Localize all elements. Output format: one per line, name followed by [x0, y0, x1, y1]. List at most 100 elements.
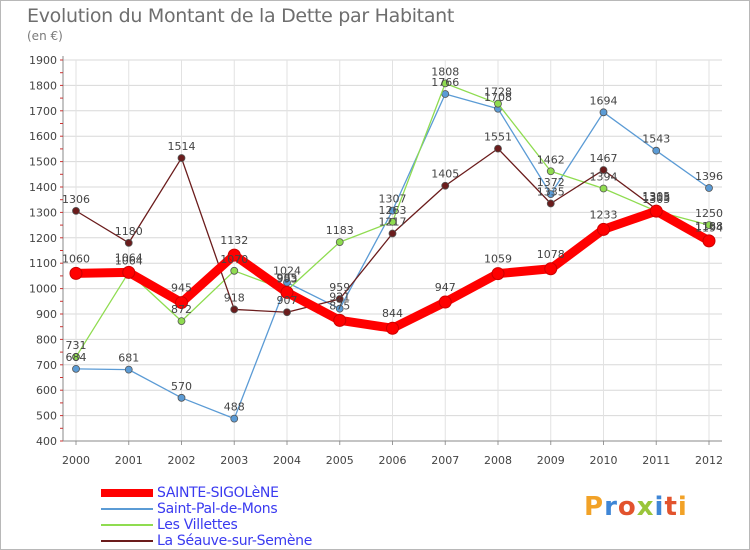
logo-letter: i: [654, 492, 665, 522]
legend-label: Les Villettes: [157, 516, 238, 533]
chart-title: Evolution du Montant de la Dette par Hab…: [27, 5, 455, 27]
data-label: 1372: [537, 176, 565, 189]
data-point: [546, 167, 555, 176]
x-tick-label: 2002: [168, 454, 196, 467]
data-point: [546, 199, 555, 208]
data-point: [72, 353, 80, 361]
data-point: [124, 365, 133, 374]
data-label: 1064: [115, 251, 143, 264]
legend-label: La Séauve-sur-Semène: [157, 532, 313, 549]
legend-item: Les Villettes: [101, 516, 238, 533]
data-point: [335, 304, 344, 313]
data-label: 918: [224, 291, 245, 304]
data-label: 1183: [326, 224, 354, 237]
data-label: 1766: [431, 76, 459, 89]
data-label: 731: [66, 339, 87, 352]
y-tick-label: 1100: [29, 257, 57, 270]
data-label: 1394: [590, 171, 618, 184]
data-label: 1305: [642, 193, 670, 206]
data-label: 993: [277, 272, 298, 285]
data-label: 1467: [590, 152, 618, 165]
series: [69, 79, 716, 423]
x-tick-label: 2004: [273, 454, 301, 467]
data-label: 1078: [537, 248, 565, 261]
logo-letter: P: [584, 492, 605, 522]
data-point: [599, 108, 608, 117]
legend-swatch: [101, 523, 153, 526]
data-point: [230, 266, 239, 275]
x-tick-label: 2000: [62, 454, 90, 467]
data-label: 1059: [484, 253, 512, 266]
x-tick-label: 2001: [115, 454, 143, 467]
logo-letter: o: [617, 492, 637, 522]
data-label: 844: [382, 307, 403, 320]
data-point: [491, 267, 505, 281]
data-label: 907: [277, 294, 298, 307]
grid: [63, 59, 722, 442]
data-point: [599, 166, 608, 174]
data-label: 1514: [168, 140, 196, 153]
data-label: 1233: [590, 208, 618, 221]
data-label: 985: [277, 271, 298, 284]
y-tick-label: 900: [36, 308, 57, 321]
data-label: 947: [435, 281, 456, 294]
legend-swatch: [101, 488, 153, 497]
y-tick-label: 1400: [29, 181, 57, 194]
y-tick-label: 1900: [29, 54, 57, 67]
data-point: [227, 248, 241, 262]
data-point: [177, 393, 186, 402]
y-tick-label: 700: [36, 359, 57, 372]
data-label: 1060: [62, 252, 90, 265]
logo-letter: r: [604, 492, 618, 522]
data-label: 1396: [695, 170, 723, 183]
data-point: [283, 308, 291, 317]
data-label: 1306: [62, 193, 90, 206]
data-label: 1250: [695, 207, 723, 220]
x-tick-label: 2010: [590, 454, 618, 467]
x-tick-label: 2007: [431, 454, 459, 467]
y-tick-label: 500: [36, 410, 57, 423]
data-point: [72, 364, 80, 373]
x-tick-label: 2011: [642, 454, 670, 467]
data-label: 959: [329, 281, 350, 294]
y-tick-label: 1700: [29, 105, 57, 118]
data-point: [69, 266, 83, 280]
data-point: [705, 184, 713, 192]
data-point: [597, 222, 610, 236]
data-point: [388, 229, 397, 238]
data-labels: 684 681 570 488 1024 921 1307 1766 1708 1372 1694 1…: [62, 65, 723, 413]
x-tick-label: 2008: [484, 454, 512, 467]
data-point: [388, 206, 397, 215]
data-label: 921: [329, 291, 350, 304]
data-label: 1305: [642, 190, 670, 203]
data-label: 945: [171, 282, 192, 295]
data-label: 1551: [484, 131, 512, 144]
logo-letter: t: [664, 492, 678, 522]
data-label: 872: [171, 303, 192, 316]
y-tick-label: 1800: [29, 79, 57, 92]
data-point: [175, 296, 188, 310]
y-tick-label: 1300: [29, 206, 57, 219]
data-label: 1263: [379, 204, 407, 217]
data-label: 1313: [642, 191, 670, 204]
legend-item: Saint-Pal-de-Mons: [101, 501, 278, 517]
data-label: 1543: [642, 133, 670, 146]
logo-letter: i: [677, 492, 688, 522]
legend-item: SAINTE-SIGOLèNE: [101, 485, 279, 501]
data-point: [124, 238, 133, 247]
data-point: [230, 305, 239, 314]
y-tick-label: 400: [36, 435, 57, 448]
data-point: [335, 238, 344, 247]
data-point: [702, 234, 716, 248]
data-label: 488: [224, 401, 245, 414]
data-label: 1708: [484, 91, 512, 104]
data-label: 1188: [695, 220, 723, 233]
data-label: 1694: [590, 94, 618, 107]
data-label: 875: [329, 299, 350, 312]
data-point: [72, 206, 80, 215]
data-label: 1180: [115, 225, 143, 238]
data-label: 1194: [695, 221, 723, 234]
data-label: 1335: [537, 186, 565, 199]
data-label: 1462: [537, 153, 565, 166]
